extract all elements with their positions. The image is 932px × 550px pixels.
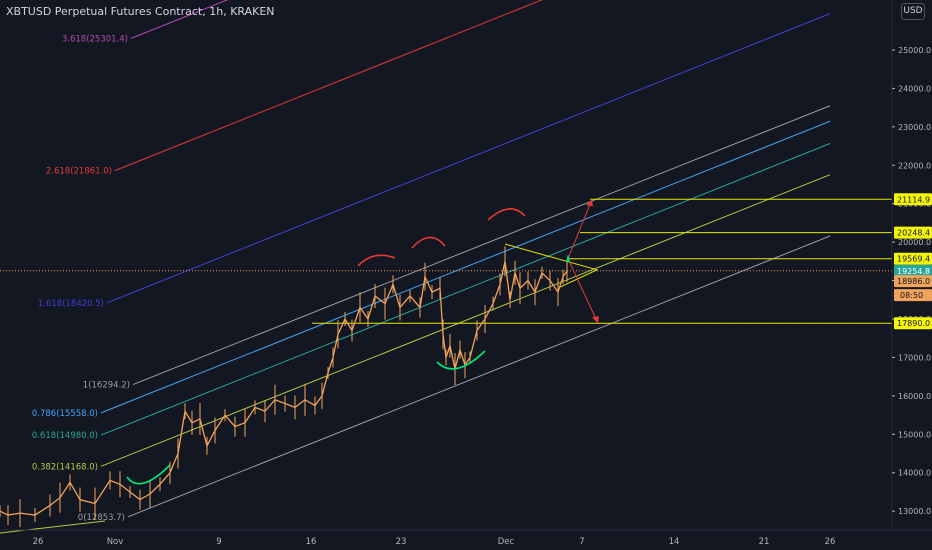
price-badge-label-20248.4: 20248.4 (897, 229, 930, 238)
arrow-down-head (592, 316, 599, 324)
time-tick-label: 26 (33, 537, 44, 547)
arrow-up-head (586, 199, 593, 207)
countdown-label: 08:50 (900, 291, 923, 300)
fib-line-0.382 (100, 174, 831, 467)
fib-label-2.618: 2.618(21861.0) (46, 167, 112, 177)
fib-line-0.786 (100, 120, 831, 414)
time-tick-label: 14 (669, 537, 680, 547)
price-tick-label: 25000.0 (898, 46, 931, 55)
price-tick-label: 23000.0 (898, 123, 931, 132)
price-tick-label: 13000.0 (898, 507, 931, 516)
fib-line-0 (127, 235, 831, 518)
price-badge-20248.4 (894, 226, 932, 239)
price-tick-label: 15000.0 (898, 430, 931, 439)
chart-title: XBTUSD Perpetual Futures Contract, 1h, K… (6, 5, 275, 18)
price-tick-label: 16000.0 (898, 392, 931, 401)
time-tick-label: Dec (498, 537, 515, 547)
price-tick-label: 17000.0 (898, 353, 931, 362)
price-badge-18986.0 (894, 275, 932, 288)
price-badge-label-17890.0: 17890.0 (897, 319, 930, 328)
green-candle-marker (566, 254, 570, 262)
price-levels (312, 198, 892, 324)
price-badge-19569.4 (894, 252, 932, 265)
base-trend-line (0, 520, 106, 534)
red-arc-1 (357, 254, 396, 267)
countdown-badge (894, 289, 932, 302)
arrow-up-line (567, 199, 593, 259)
green-arc-1 (126, 464, 171, 485)
price-badge-19254.8 (894, 264, 932, 277)
fib-line-1.618 (106, 13, 831, 304)
fib-label-0: 0(12853.7) (78, 513, 125, 523)
green-arc-2 (436, 350, 486, 370)
fib-label-0.382: 0.382(14168.0) (32, 462, 98, 472)
fib-line-1 (132, 105, 831, 386)
price-badge-21114.9 (894, 193, 932, 206)
price-badge-label-18986.0: 18986.0 (897, 277, 930, 286)
fib-label-0.786: 0.786(15558.0) (32, 409, 98, 419)
price-tick-label: 24000.0 (898, 84, 931, 93)
currency-button[interactable]: USD (901, 3, 925, 20)
fib-label-1.618: 1.618(18420.5) (38, 299, 104, 309)
time-tick-label: 7 (579, 537, 584, 547)
time-tick-label: Nov (107, 537, 124, 547)
time-tick-label: 26 (825, 537, 836, 547)
fib-label-3.618: 3.618(25301.4) (62, 34, 128, 44)
time-tick-label: 21 (759, 537, 770, 547)
fib-channel (100, 0, 831, 518)
price-tick-label: 14000.0 (898, 469, 931, 478)
fib-label-1: 1(16294.2) (83, 381, 130, 391)
price-tick-label: 22000.0 (898, 161, 931, 170)
price-badge-17890.0 (894, 317, 932, 330)
fib-line-2.618 (114, 0, 543, 172)
price-badge-label-21114.9: 21114.9 (897, 195, 930, 204)
time-tick-label: 23 (396, 537, 407, 547)
fib-label-0.618: 0.618(14980.0) (32, 431, 98, 441)
arrow-down-line (567, 258, 599, 324)
price-tick-label: 20000.0 (898, 238, 931, 247)
price-badge-label-19254.8: 19254.8 (897, 267, 930, 276)
time-tick-label: 9 (216, 537, 221, 547)
time-tick-label: 16 (306, 537, 317, 547)
triangle-pattern (504, 243, 599, 288)
red-arc-3 (487, 208, 526, 221)
price-badge-label-19569.4: 19569.4 (897, 255, 930, 264)
red-arc-2 (411, 236, 446, 249)
fib-line-0.618 (100, 143, 831, 436)
